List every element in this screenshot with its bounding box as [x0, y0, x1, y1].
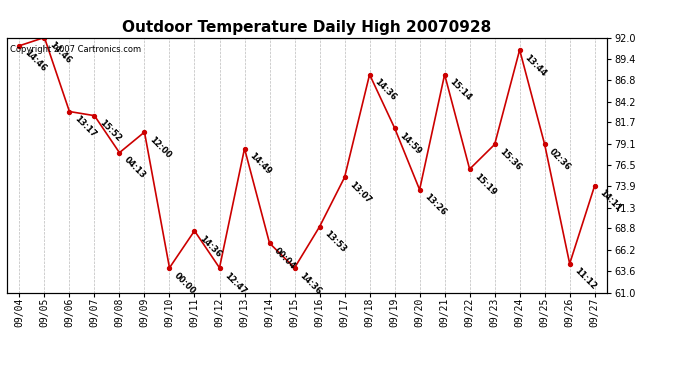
Point: [589, 183, 600, 189]
Point: [564, 261, 575, 267]
Point: [14, 43, 25, 49]
Text: 14:36: 14:36: [197, 234, 223, 259]
Text: 12:47: 12:47: [222, 271, 248, 296]
Text: 14:49: 14:49: [247, 152, 273, 177]
Point: [389, 125, 400, 131]
Point: [164, 265, 175, 271]
Text: 13:07: 13:07: [347, 180, 373, 205]
Text: 11:12: 11:12: [573, 267, 598, 292]
Text: Copyright 2007 Cartronics.com: Copyright 2007 Cartronics.com: [10, 45, 141, 54]
Text: 15:36: 15:36: [497, 147, 523, 172]
Point: [114, 150, 125, 156]
Point: [189, 228, 200, 234]
Point: [414, 187, 425, 193]
Point: [339, 174, 350, 180]
Text: 15:52: 15:52: [97, 118, 123, 144]
Text: 14:46: 14:46: [47, 40, 72, 66]
Point: [264, 240, 275, 246]
Point: [214, 265, 225, 271]
Text: 12:00: 12:00: [147, 135, 172, 160]
Text: 14:59: 14:59: [397, 131, 423, 156]
Point: [489, 141, 500, 147]
Text: 00:00: 00:00: [172, 271, 197, 296]
Point: [89, 112, 100, 118]
Point: [514, 47, 525, 53]
Text: 00:04: 00:04: [273, 246, 297, 271]
Text: 14:46: 14:46: [22, 48, 48, 74]
Point: [239, 146, 250, 152]
Text: 04:13: 04:13: [122, 156, 148, 181]
Text: 13:53: 13:53: [322, 230, 348, 255]
Text: 13:17: 13:17: [72, 114, 97, 140]
Text: 15:14: 15:14: [447, 77, 473, 103]
Point: [364, 72, 375, 78]
Text: 14:11: 14:11: [598, 188, 623, 214]
Text: 02:36: 02:36: [547, 147, 573, 172]
Point: [139, 129, 150, 135]
Point: [539, 141, 550, 147]
Text: 13:26: 13:26: [422, 192, 448, 218]
Point: [289, 265, 300, 271]
Title: Outdoor Temperature Daily High 20070928: Outdoor Temperature Daily High 20070928: [122, 20, 492, 35]
Point: [39, 34, 50, 40]
Text: 14:36: 14:36: [297, 271, 323, 296]
Point: [439, 72, 450, 78]
Point: [314, 224, 325, 230]
Point: [464, 166, 475, 172]
Text: 13:44: 13:44: [522, 53, 548, 78]
Point: [64, 108, 75, 114]
Text: 14:36: 14:36: [373, 77, 397, 103]
Text: 15:19: 15:19: [473, 172, 497, 197]
